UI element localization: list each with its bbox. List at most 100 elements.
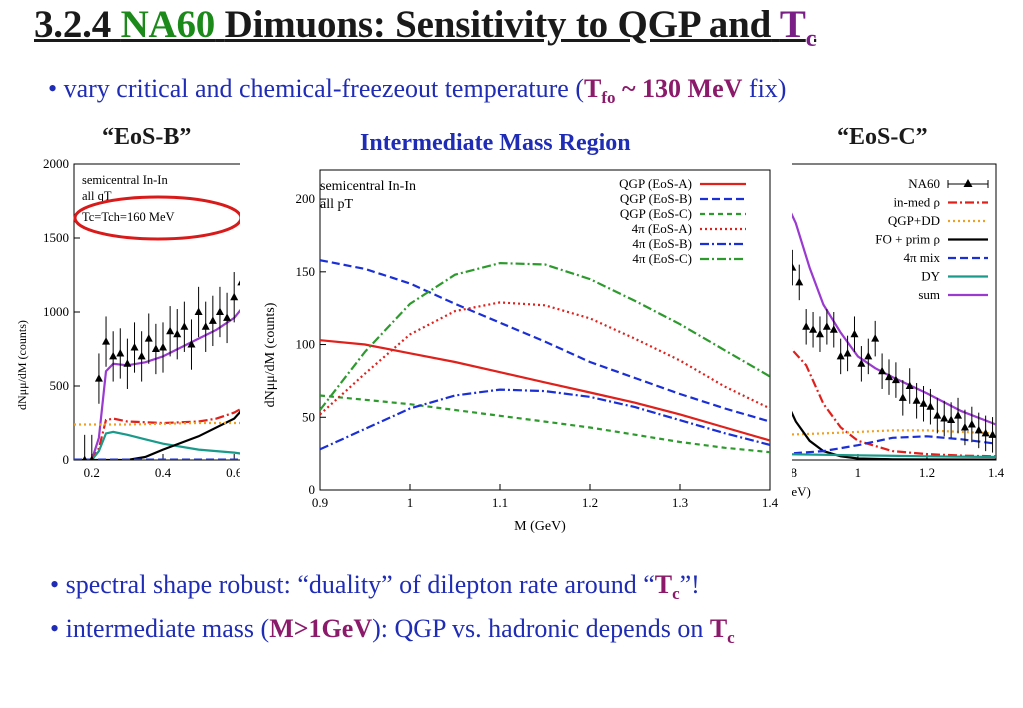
legend-label: 4π mix [903,250,940,265]
data-point [180,322,189,330]
y-tick-label: 100 [296,337,316,352]
x-tick-label: 1.2 [582,495,598,510]
x-tick-label: 1.4 [762,495,779,510]
data-point [223,313,232,321]
right-points [782,220,996,453]
center-annotation-2: all pT [320,197,353,212]
legend-label: QGP+DD [888,213,940,228]
y-tick-label: 500 [50,378,70,393]
data-point [864,351,873,360]
title-t: T [779,3,806,46]
data-point [194,307,203,315]
legend-label: FO + prim ρ [875,232,940,247]
series-line-6 [782,193,996,426]
bullet2-t: T [654,570,673,599]
data-point [802,322,811,330]
right-axes: 0.811.21.4 [781,163,1005,480]
data-point [933,411,942,419]
legend-label: in-med ρ [893,195,940,210]
data-point [850,329,859,338]
data-point [919,399,928,407]
bullet-intermediate-mass: • intermediate mass (M>1GeV): QGP vs. ha… [50,614,735,648]
y-tick-label: 150 [296,264,316,279]
bullet1-tfo: Tfo ~ 130 MeV [584,74,743,107]
data-point [954,411,963,419]
data-point [967,419,976,428]
bullet3-m: M>1GeV [269,614,373,643]
bullet1-text-a: • vary critical and chemical-freezeout t… [48,74,585,103]
bullet1-text-c: fix) [742,74,787,103]
legend-label: NA60 [908,176,940,191]
series-line-0 [90,303,246,460]
bullet1-t: T [584,74,602,103]
label-intermediate-mass: Intermediate Mass Region [360,130,631,156]
bullet-vary-temperature: • vary critical and chemical-freezeout t… [48,74,786,108]
data-point [795,277,804,286]
center-xlabel: M (GeV) [514,519,566,534]
x-tick-label: 1 [855,465,862,480]
x-tick-label: 1.4 [988,465,1005,480]
data-point [988,430,996,438]
legend-label: sum [918,287,940,302]
x-tick-label: 0.6 [226,465,243,480]
title-text: Dimuons: Sensitivity to QGP and [224,3,772,46]
legend-label: QGP (EoS-B) [620,191,692,206]
data-point [857,359,866,367]
left-series [74,303,246,460]
data-point [815,329,824,338]
series-line-0 [320,339,770,442]
data-point [981,428,990,437]
bullet3-tc: Tc [709,614,735,647]
series-line-3 [74,405,246,460]
data-point [116,348,125,357]
legend-label: DY [921,269,940,284]
center-axes: 0.9 1 1.1 1.2 1.3 1.4 0 50 100 150 200 [296,169,779,510]
chart-eos-b-svg: 0.2 0.4 0.6 0 500 1000 1500 2000 dNμμ/dM (count… [15,156,253,480]
data-point [89,455,95,460]
data-point [829,325,838,333]
legend-label: QGP (EoS-C) [620,206,692,221]
left-points [82,257,246,460]
x-tick-label: 1.3 [672,495,688,510]
plot-frame [319,169,771,491]
data-point [871,334,880,342]
x-tick-label: 0.4 [155,465,172,480]
slide-title: 3.2.4 NA60 Dimuons: Sensitivity to QGP a… [34,2,816,53]
data-point [878,366,887,375]
series-line-4 [74,421,245,426]
data-point [974,425,983,434]
title-na60: NA60 [120,3,216,46]
bullet3-text-b: ): QGP vs. hadronic depends on [372,614,710,643]
y-tick-label: 2000 [43,156,69,171]
title-number: 3.2.4 [34,3,112,46]
center-ylabel: dNμμ/dM (counts) [263,302,278,407]
series-line-3 [782,391,996,460]
data-point [201,322,210,330]
bullet1-mev: ~ 130 MeV [615,74,743,103]
y-tick-label: 1000 [43,304,69,319]
legend-label: 4π (EoS-A) [632,221,692,236]
data-point [809,325,818,333]
data-point [94,374,103,382]
data-point [137,351,146,360]
data-point [905,381,914,389]
data-point [159,343,167,351]
bullet1-sub: fo [601,88,616,108]
bullet2-text-a: • spectral shape robust: “duality” of di… [50,570,655,599]
data-point [130,343,139,351]
data-point [912,396,921,404]
series-line-3 [320,301,770,416]
x-tick-label: 1.2 [919,465,935,480]
data-point [208,316,217,324]
x-tick-label: 1.1 [492,495,508,510]
bullet3-t: T [709,614,728,643]
x-tick-label: 1 [407,495,414,510]
chart-imr: 0.9 1 1.1 1.2 1.3 1.4 0 50 100 150 200 QGP (EoS-A)… [240,150,792,534]
legend-label: QGP (EoS-A) [619,176,692,191]
data-point [173,329,182,338]
center-legend: QGP (EoS-A)QGP (EoS-B)QGP (EoS-C)4π (EoS… [619,176,746,266]
chart-imr-svg: 0.9 1 1.1 1.2 1.3 1.4 0 50 100 150 200 QGP (EoS-A)… [263,169,779,534]
data-point [187,340,196,348]
center-annotation-1: semicentral In-In [320,179,416,194]
